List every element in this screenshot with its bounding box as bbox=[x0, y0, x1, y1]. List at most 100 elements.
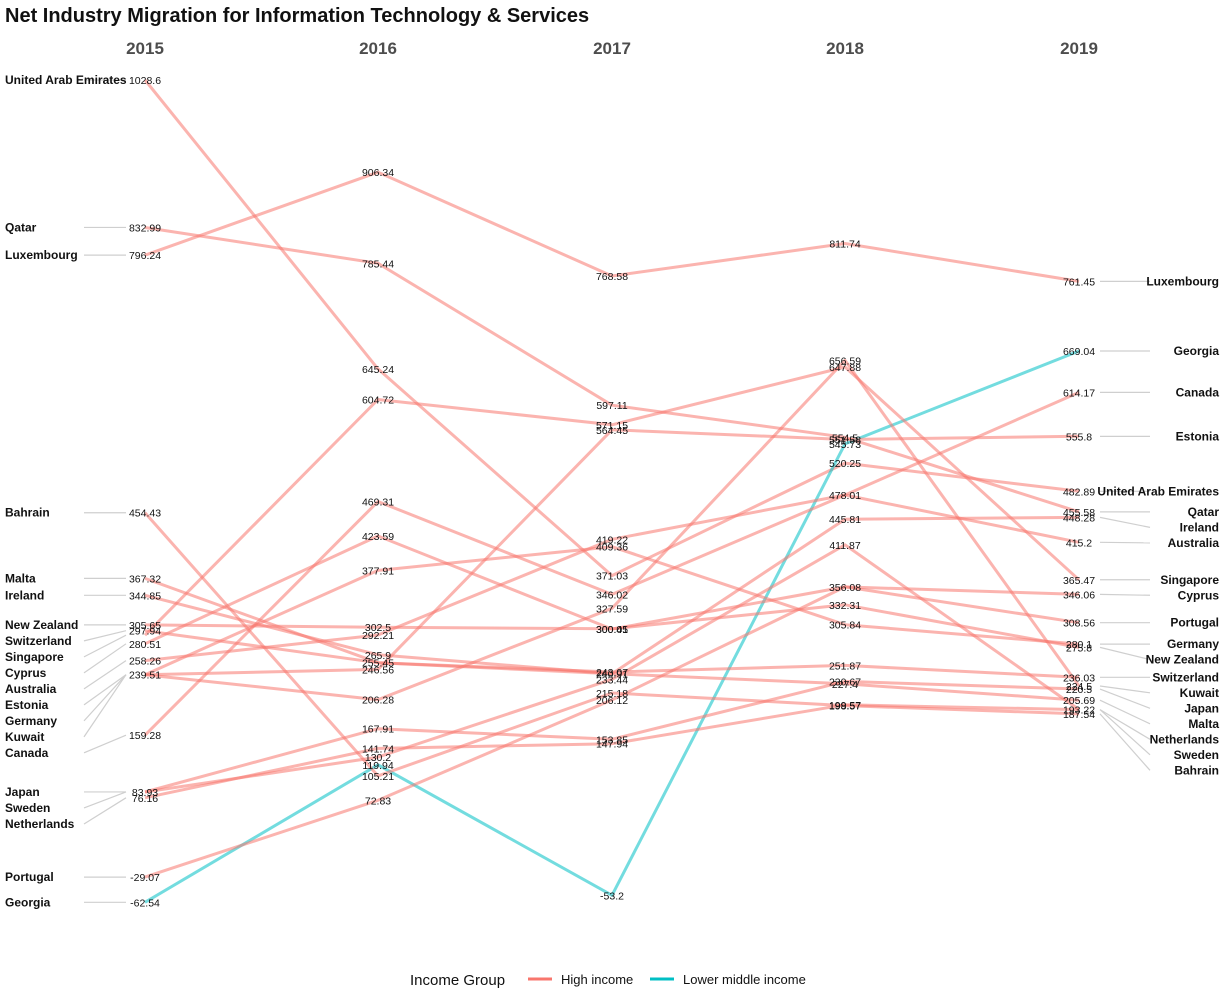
value-label-2018: 198.57 bbox=[829, 701, 861, 713]
value-label-2015: 832.99 bbox=[129, 223, 161, 235]
country-label-right-australia: Australia bbox=[1168, 536, 1220, 550]
leader-line-left bbox=[83, 643, 127, 674]
leader-line-right bbox=[1099, 688, 1151, 709]
series-line-germany bbox=[144, 545, 1080, 677]
value-label-2015: 344.85 bbox=[129, 590, 161, 602]
value-label-2016: 105.21 bbox=[362, 771, 394, 783]
value-label-2018: 647.88 bbox=[829, 362, 861, 374]
country-label-right-portugal: Portugal bbox=[1170, 616, 1219, 630]
value-label-2017: 419.22 bbox=[596, 534, 628, 546]
country-label-left-ireland: Ireland bbox=[5, 588, 44, 602]
leader-line-left bbox=[83, 734, 127, 754]
value-label-2019: 187.54 bbox=[1063, 709, 1095, 721]
leader-line-right bbox=[1099, 593, 1151, 596]
country-label-right-singapore: Singapore bbox=[1160, 573, 1219, 587]
value-label-2015: 258.26 bbox=[129, 656, 161, 668]
country-label-left-singapore: Singapore bbox=[5, 650, 64, 664]
country-label-right-cyprus: Cyprus bbox=[1178, 588, 1220, 602]
value-label-2019: 346.06 bbox=[1063, 589, 1095, 601]
leader-line-left bbox=[83, 674, 127, 706]
country-label-left-qatar: Qatar bbox=[5, 221, 37, 235]
year-header-2018: 2018 bbox=[826, 39, 864, 58]
value-label-2017: 233.44 bbox=[596, 674, 628, 686]
value-label-2017: -53.2 bbox=[600, 890, 624, 902]
country-label-left-portugal: Portugal bbox=[5, 870, 54, 884]
value-label-2019: 205.69 bbox=[1063, 695, 1095, 707]
value-label-2017: 243.07 bbox=[596, 667, 628, 679]
chart-title: Net Industry Migration for Information T… bbox=[5, 5, 589, 27]
value-label-2018: 411.87 bbox=[829, 540, 860, 552]
value-label-2017: 327.59 bbox=[596, 603, 628, 615]
country-label-left-cyprus: Cyprus bbox=[5, 666, 47, 680]
value-label-2015: -29.07 bbox=[130, 872, 160, 884]
value-label-2015: 83.93 bbox=[132, 787, 158, 799]
value-label-2017: 371.03 bbox=[596, 571, 628, 583]
value-label-2015: 280.51 bbox=[129, 639, 161, 651]
country-label-left-kuwait: Kuwait bbox=[5, 730, 44, 744]
country-label-right-japan: Japan bbox=[1184, 701, 1219, 715]
country-label-left-germany: Germany bbox=[5, 714, 57, 728]
value-label-2018: 545.73 bbox=[829, 439, 861, 451]
value-label-2015: -62.54 bbox=[130, 897, 160, 909]
country-label-right-new-zealand: New Zealand bbox=[1146, 653, 1219, 667]
value-label-2016: 246.56 bbox=[362, 664, 394, 676]
value-label-2017: 240.91 bbox=[596, 669, 628, 681]
value-label-2018: 478.01 bbox=[829, 490, 861, 502]
value-label-2017: 300.41 bbox=[596, 624, 628, 636]
legend-label-high-income: High income bbox=[561, 972, 633, 987]
leader-line-left bbox=[83, 674, 127, 722]
leader-line-right bbox=[1099, 699, 1151, 725]
value-label-2017: 215.18 bbox=[596, 688, 628, 700]
value-label-2016: 423.59 bbox=[362, 531, 394, 543]
series-line-bahrain bbox=[143, 511, 1080, 778]
series-line-malta bbox=[144, 576, 1080, 702]
value-label-2018: 230.67 bbox=[829, 676, 861, 688]
value-label-2017: 768.58 bbox=[596, 271, 628, 283]
value-label-2019: 365.47 bbox=[1063, 575, 1095, 587]
value-label-2016: 119.94 bbox=[362, 760, 393, 772]
country-label-left-estonia: Estonia bbox=[5, 698, 49, 712]
value-label-2016: 130.2 bbox=[365, 752, 391, 764]
year-header-2017: 2017 bbox=[593, 39, 631, 58]
value-label-2016: 785.44 bbox=[362, 258, 394, 270]
value-label-2019: 614.17 bbox=[1063, 387, 1095, 399]
value-label-2019: 308.56 bbox=[1063, 618, 1095, 630]
series-line-united-arab-emirates bbox=[143, 79, 1080, 578]
legend-title: Income Group bbox=[410, 972, 505, 989]
year-header-2019: 2019 bbox=[1060, 39, 1098, 58]
value-label-2018: 811.74 bbox=[829, 239, 860, 251]
series-line-netherlands bbox=[144, 703, 1080, 800]
country-label-left-switzerland: Switzerland bbox=[5, 634, 72, 648]
country-label-right-kuwait: Kuwait bbox=[1180, 686, 1219, 700]
value-label-2018: 305.84 bbox=[829, 620, 861, 632]
value-label-2015: 239.51 bbox=[129, 670, 161, 682]
country-label-left-canada: Canada bbox=[5, 746, 49, 760]
value-label-2019: 220.5 bbox=[1066, 684, 1092, 696]
value-label-2017: 597.11 bbox=[596, 400, 627, 412]
value-label-2017: 564.45 bbox=[596, 425, 628, 437]
value-label-2015: 76.16 bbox=[132, 793, 158, 805]
leader-line-left bbox=[83, 674, 127, 738]
value-label-2016: 72.83 bbox=[365, 795, 391, 807]
country-label-left-netherlands: Netherlands bbox=[5, 817, 75, 831]
legend-label-lower-middle-income: Lower middle income bbox=[683, 972, 806, 987]
value-label-2016: 167.91 bbox=[362, 724, 394, 736]
value-label-2019: 669.04 bbox=[1063, 346, 1095, 358]
value-label-2016: 265.9 bbox=[365, 650, 391, 662]
country-label-right-united-arab-emirates: United Arab Emirates bbox=[1097, 484, 1219, 498]
country-label-right-estonia: Estonia bbox=[1176, 429, 1220, 443]
country-label-left-united-arab-emirates: United Arab Emirates bbox=[5, 73, 127, 87]
value-label-2019: 280.1 bbox=[1066, 639, 1092, 651]
country-label-left-bahrain: Bahrain bbox=[5, 506, 50, 520]
value-label-2018: 445.81 bbox=[829, 514, 861, 526]
country-label-right-germany: Germany bbox=[1167, 637, 1219, 651]
value-label-2016: 206.28 bbox=[362, 695, 394, 707]
value-label-2018: 551.58 bbox=[829, 435, 861, 447]
country-label-right-switzerland: Switzerland bbox=[1152, 670, 1219, 684]
value-label-2017: 206.12 bbox=[596, 695, 628, 707]
value-label-2016: 255.45 bbox=[362, 658, 394, 670]
leader-line-right bbox=[1099, 685, 1151, 694]
country-label-left-japan: Japan bbox=[5, 785, 40, 799]
value-label-2019: 224.5 bbox=[1066, 681, 1092, 693]
